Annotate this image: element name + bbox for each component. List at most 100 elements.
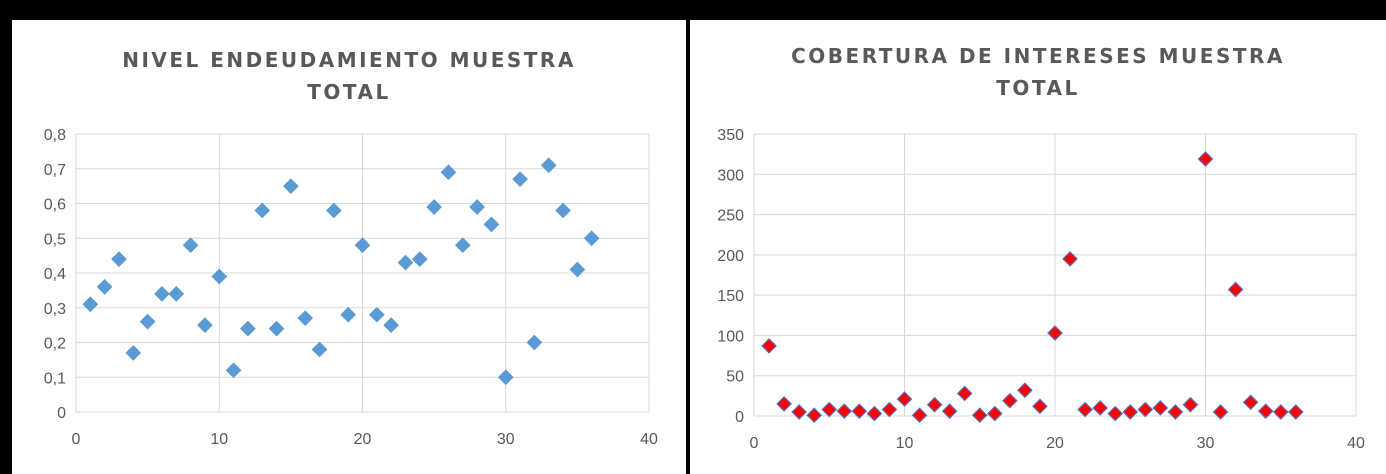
y-tick-label: 0,2 <box>44 336 66 353</box>
data-point <box>941 403 958 420</box>
y-tick-label: 0,1 <box>44 370 66 387</box>
y-tick-label: 100 <box>717 328 744 345</box>
data-point <box>211 268 228 285</box>
data-point <box>497 369 514 386</box>
data-point <box>986 405 1003 422</box>
data-point <box>254 202 271 219</box>
data-point <box>512 171 528 188</box>
data-point <box>283 178 299 194</box>
data-point <box>154 286 170 302</box>
data-point <box>1242 394 1259 411</box>
chart-title-line-2: TOTAL <box>307 80 391 104</box>
data-point <box>540 157 557 174</box>
data-point <box>411 251 428 267</box>
data-point <box>1122 404 1139 420</box>
chart-title: NIVEL ENDEUDAMIENTO MUESTRA TOTAL <box>12 44 686 108</box>
data-point <box>555 202 571 219</box>
data-point <box>82 296 99 313</box>
y-tick-label: 50 <box>726 369 744 386</box>
data-point <box>1137 401 1154 418</box>
data-point <box>1197 151 1214 167</box>
x-tick-label: 0 <box>72 431 81 448</box>
data-point <box>426 199 442 215</box>
y-tick-label: 0,6 <box>44 197 66 214</box>
data-point <box>1182 396 1199 413</box>
data-point <box>1032 398 1048 415</box>
data-point <box>96 279 113 295</box>
data-point <box>326 202 342 219</box>
data-point <box>225 362 242 379</box>
data-point <box>926 396 943 413</box>
x-tick-label: 20 <box>354 431 372 448</box>
data-point <box>851 403 868 420</box>
data-point <box>1017 382 1033 399</box>
data-point <box>111 251 127 267</box>
y-tick-label: 0,3 <box>44 301 66 318</box>
data-point <box>806 407 823 424</box>
y-tick-label: 150 <box>717 288 744 305</box>
data-point <box>1107 405 1124 422</box>
chart-title-line-2: TOTAL <box>996 76 1080 100</box>
data-point <box>881 401 898 418</box>
data-point <box>397 254 414 271</box>
x-tick-label: 40 <box>1347 435 1365 452</box>
y-tick-label: 200 <box>717 248 744 265</box>
y-tick-label: 350 <box>717 127 744 144</box>
data-point <box>1092 400 1108 416</box>
data-point <box>1167 404 1184 420</box>
data-point <box>583 230 600 247</box>
data-point <box>1002 392 1018 409</box>
y-tick-label: 0 <box>57 405 66 422</box>
data-point <box>821 401 838 418</box>
y-tick-label: 0 <box>735 409 744 426</box>
data-point <box>182 237 199 254</box>
data-point <box>383 317 399 333</box>
data-point <box>354 237 371 254</box>
data-point <box>1287 404 1304 420</box>
x-tick-label: 10 <box>210 431 228 448</box>
data-point <box>896 391 913 407</box>
chart-title-line-1: COBERTURA DE INTERESES MUESTRA <box>791 44 1285 68</box>
data-point <box>956 385 973 402</box>
data-point <box>311 341 328 358</box>
data-point <box>971 407 988 424</box>
data-point <box>440 164 457 181</box>
data-point <box>1047 325 1063 341</box>
data-point <box>761 338 777 354</box>
scatter-plot-debt-level: 0 0,1 0,2 0,3 0,4 0,5 0,6 0,7 0,8 0 10 20 30 40 <box>44 127 658 448</box>
data-point <box>340 306 357 323</box>
data-point <box>526 334 543 351</box>
data-point <box>1152 400 1169 416</box>
data-point <box>1272 404 1289 420</box>
data-point <box>866 405 883 422</box>
data-point <box>1212 404 1229 420</box>
x-tick-label: 30 <box>1197 435 1215 452</box>
x-tick-label: 10 <box>896 435 914 452</box>
chart-panel-interest-coverage: COBERTURA DE INTERESES MUESTRA TOTAL 0 50… <box>690 20 1386 474</box>
y-tick-label: 300 <box>717 167 744 184</box>
chart-title-line-1: NIVEL ENDEUDAMIENTO MUESTRA <box>122 48 576 72</box>
data-point <box>469 199 485 215</box>
data-point <box>1077 401 1093 418</box>
scatter-plot-interest-coverage: 0 50 100 150 200 250 300 350 0 10 20 30 40 <box>717 127 1365 452</box>
data-point <box>569 261 586 278</box>
chart-panel-debt-level: NIVEL ENDEUDAMIENTO MUESTRA TOTAL 0 0,1 0,… <box>12 20 686 474</box>
data-point <box>454 237 471 254</box>
data-point <box>268 320 285 337</box>
x-tick-label: 20 <box>1046 435 1064 452</box>
y-tick-label: 0,4 <box>44 266 66 283</box>
y-tick-label: 0,7 <box>44 162 66 179</box>
data-point <box>791 404 807 420</box>
data-point <box>1257 403 1274 420</box>
data-point <box>139 313 156 330</box>
data-point <box>368 306 385 323</box>
data-point <box>911 407 928 424</box>
data-point <box>1227 281 1244 298</box>
data-point <box>776 396 792 412</box>
data-point <box>483 216 500 233</box>
data-point <box>168 286 185 302</box>
data-point <box>1062 251 1078 267</box>
y-tick-label: 250 <box>717 208 744 225</box>
data-point <box>240 320 256 337</box>
y-tick-label: 0,5 <box>44 231 66 248</box>
